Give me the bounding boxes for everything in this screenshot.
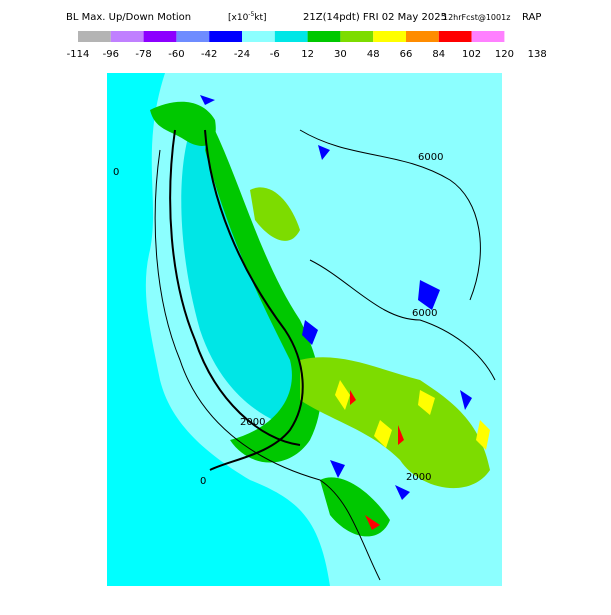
colorbar-box xyxy=(209,31,242,42)
colorbar-label: 30 xyxy=(334,49,347,60)
colorbar-label: 138 xyxy=(528,49,547,60)
map: 6000 6000 0 0 2000 2000 xyxy=(107,73,503,586)
contour-label: 2000 xyxy=(240,417,265,428)
colorbar-label: -96 xyxy=(103,49,119,60)
colorbar-box xyxy=(78,31,111,42)
colorbar-label: 120 xyxy=(495,49,514,60)
colorbar-label: 48 xyxy=(367,49,380,60)
contour xyxy=(299,129,481,301)
colorbar-label: -78 xyxy=(135,49,151,60)
colorbar-box xyxy=(242,31,275,42)
contour xyxy=(309,259,496,381)
colorbar-box xyxy=(406,31,439,42)
colorbar-box xyxy=(373,31,406,42)
colorbar-label: -24 xyxy=(234,49,250,60)
units-exp: -5 xyxy=(248,11,254,18)
colorbar-box xyxy=(438,31,472,42)
colorbar-box xyxy=(143,31,177,42)
title-text: BL Max. Up/Down Motion xyxy=(66,12,191,23)
colorbar-box xyxy=(340,31,374,42)
contour-label: 6000 xyxy=(412,308,437,319)
green-area xyxy=(250,187,300,241)
valley xyxy=(181,130,304,430)
units-post: kt] xyxy=(254,13,266,23)
colorbar: -114 -96 -78 -60 -42 -24 -6 12 30 48 66 84 102 120 138 xyxy=(67,31,547,60)
contour-label: 2000 xyxy=(406,472,431,483)
colorbar-box xyxy=(471,31,505,42)
colorbar-label: 84 xyxy=(432,49,445,60)
contour-label: 0 xyxy=(200,476,206,487)
colorbar-label: 12 xyxy=(301,49,314,60)
model: RAP xyxy=(522,12,541,23)
forecast: 12hrFcst@1001z xyxy=(443,13,510,22)
colorbar-label: 66 xyxy=(400,49,413,60)
green-area xyxy=(300,357,490,489)
colorbar-label: 102 xyxy=(462,49,481,60)
contour-label: 0 xyxy=(113,167,119,178)
units-pre: [x10 xyxy=(228,13,249,23)
colorbar-box xyxy=(274,31,308,42)
units: [x10-5kt] xyxy=(228,11,267,23)
contour-label: 6000 xyxy=(418,152,443,163)
colorbar-label: -6 xyxy=(270,49,280,60)
contour xyxy=(154,149,381,581)
contour xyxy=(204,129,304,471)
colorbar-box xyxy=(110,31,144,42)
colorbar-box xyxy=(176,31,210,42)
colorbar-label: -60 xyxy=(168,49,184,60)
valid-time: 21Z(14pdt) FRI 02 May 2025 xyxy=(303,12,447,23)
green-area xyxy=(205,120,321,463)
colorbar-label: -42 xyxy=(201,49,217,60)
title: BL Max. Up/Down Motion [x10-5kt] 21Z(14p… xyxy=(66,11,541,23)
contour xyxy=(169,129,301,446)
colorbar-box xyxy=(307,31,341,42)
colorbar-label: -114 xyxy=(67,49,90,60)
green-area xyxy=(150,101,216,146)
